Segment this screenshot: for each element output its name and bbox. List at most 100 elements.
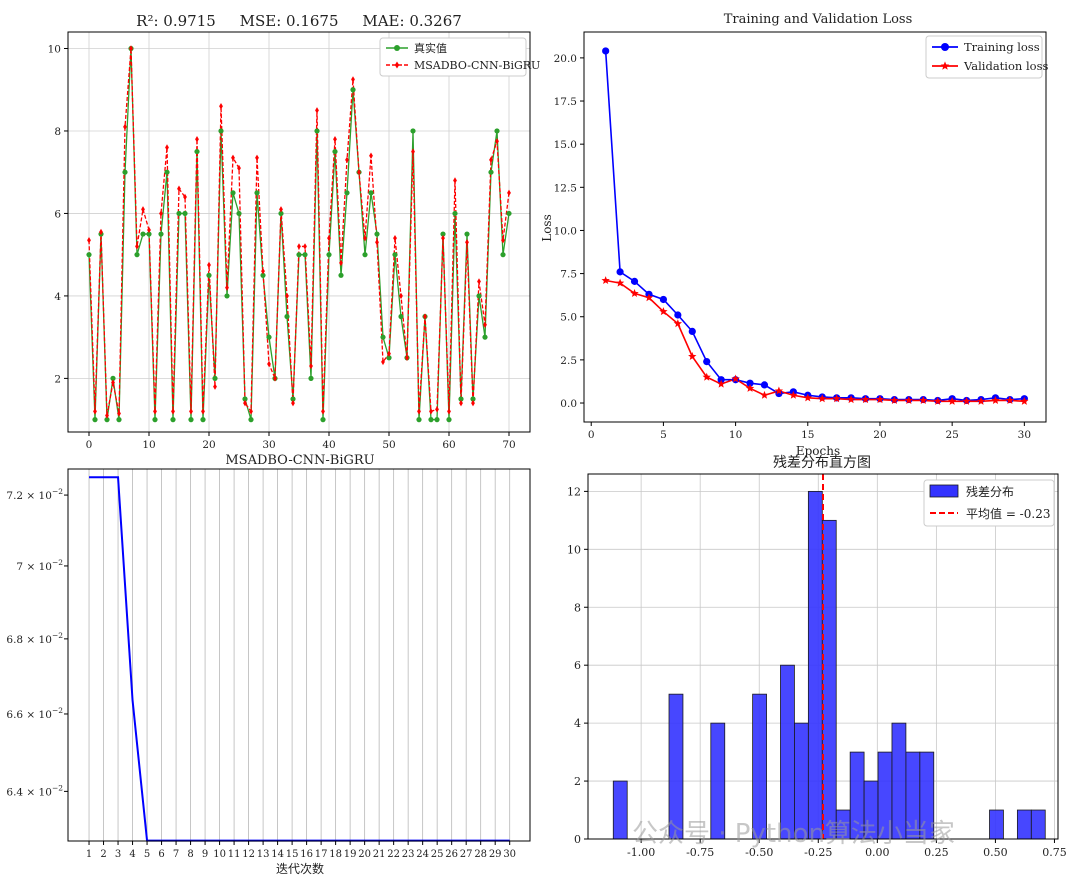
validation-loss-point: [716, 379, 726, 388]
true-value-point: [146, 231, 152, 237]
x-tick-label: 28: [474, 849, 487, 860]
true-value-point: [230, 190, 236, 196]
true-value-point: [320, 417, 326, 423]
histogram-bar: [612, 780, 628, 840]
true-value-point: [488, 169, 494, 175]
true-value-point: [266, 334, 272, 340]
prediction-point: [93, 408, 97, 415]
residual-histogram-title: 残差分布直方图: [773, 454, 871, 471]
residual-histogram-legend: 残差分布 平均值 = -0.23: [923, 479, 1055, 527]
x-tick-label: 24: [416, 849, 429, 860]
true-value-point: [332, 148, 338, 155]
validation-loss-point: [818, 394, 827, 403]
validation-loss-point: [745, 383, 755, 392]
y-tick-label: 20.0: [554, 53, 577, 65]
validation-loss-point: [1020, 396, 1029, 405]
prediction-chart-ticks: 0 10 20 30 40 50 60 70 2 4 6 8 10: [48, 43, 516, 451]
validation-loss-point: [702, 372, 711, 381]
x-tick-label: 0.25: [924, 846, 949, 859]
y-tick-label: 2: [574, 775, 581, 788]
x-tick-label: 50: [382, 439, 395, 451]
x-tick-label: 4: [129, 849, 135, 860]
true-value-point: [392, 252, 398, 258]
prediction-point: [141, 206, 145, 213]
prediction-point: [447, 408, 451, 415]
prediction-point: [207, 261, 211, 269]
x-tick-label: 40: [322, 439, 335, 451]
validation-loss-point: [846, 395, 856, 404]
y-tick-label: 17.5: [554, 96, 577, 108]
fitness-chart-grid: [88, 469, 511, 841]
prediction-point: [111, 379, 115, 386]
true-value-point: [248, 417, 254, 423]
prediction-point: [423, 313, 427, 320]
legend-train-label: Training loss: [964, 40, 1040, 54]
prediction-point: [273, 375, 277, 382]
loss-chart-title: Training and Validation Loss: [724, 12, 913, 27]
residual-histogram: 残差分布直方图 -1.00 -0.75 -0.50 -0.25 0.00 0.25 0.50…: [567, 454, 1067, 859]
x-tick-label: 0.50: [983, 846, 1008, 859]
x-tick-label: 20: [202, 439, 215, 451]
y-tick-label: 2: [54, 373, 61, 385]
y-tick-label: 2.5: [560, 355, 577, 367]
prediction-point: [255, 154, 259, 161]
x-tick-label: 10: [729, 429, 742, 441]
true-value-point: [236, 210, 242, 217]
x-tick-label: 0.00: [865, 846, 890, 859]
x-tick-label: 5: [660, 429, 667, 441]
prediction-point: [123, 123, 127, 131]
training-loss-point: [616, 268, 624, 276]
residual-histogram-frame: [587, 473, 1059, 840]
prediction-point: [357, 169, 361, 176]
training-loss-point: [630, 277, 639, 285]
prediction-point: [501, 237, 505, 244]
prediction-point: [297, 243, 301, 250]
prediction-point: [411, 148, 415, 155]
true-value-point: [206, 272, 212, 278]
prediction-point: [381, 358, 385, 366]
x-tick-label: 20: [358, 849, 371, 860]
prediction-point: [471, 399, 475, 407]
fitness-chart-series: [89, 476, 510, 842]
loss-chart-legend: Training loss Validation loss: [925, 35, 1048, 79]
true-value-point: [104, 417, 110, 423]
validation-loss-point: [760, 390, 769, 399]
histogram-bar: [821, 519, 837, 840]
validation-loss-point: [688, 352, 697, 360]
x-tick-label: 16: [300, 849, 313, 860]
prediction-point: [399, 292, 403, 300]
prediction-point: [129, 45, 133, 52]
prediction-point: [195, 136, 199, 143]
true-value-point: [500, 252, 506, 258]
validation-loss-point: [803, 393, 812, 402]
fitness-curve: [89, 476, 510, 842]
prediction-chart-frame: [67, 31, 531, 433]
true-value-point: [284, 313, 290, 320]
loss-chart-ylabel: Loss: [540, 214, 554, 242]
x-tick-label: 30: [262, 439, 275, 451]
y-tick-label: 12: [567, 485, 581, 498]
prediction-point: [105, 412, 109, 419]
y-tick-label: 0: [574, 833, 581, 846]
watermark: 公众号 · Python算法小当家: [632, 819, 955, 849]
prediction-point: [165, 144, 169, 151]
prediction-point: [219, 103, 223, 110]
prediction-point: [189, 408, 193, 415]
true-value-point: [314, 128, 320, 134]
x-tick-label: -0.75: [686, 846, 714, 859]
true-value-point: [302, 252, 308, 258]
true-value-point: [482, 334, 488, 340]
prediction-point: [387, 350, 391, 357]
prediction-point: [243, 399, 247, 407]
validation-loss-point: [976, 396, 986, 405]
prediction-point: [279, 206, 283, 213]
fitness-chart-title: MSADBO-CNN-BiGRU: [225, 453, 374, 468]
prediction-point: [135, 243, 139, 250]
prediction-point: [345, 156, 349, 164]
x-tick-label: 5: [144, 849, 150, 860]
true-value-point: [476, 293, 482, 299]
x-tick-label: 14: [271, 849, 284, 860]
x-tick-label: 0.75: [1042, 846, 1067, 859]
y-tick-label: 5.0: [560, 312, 577, 324]
